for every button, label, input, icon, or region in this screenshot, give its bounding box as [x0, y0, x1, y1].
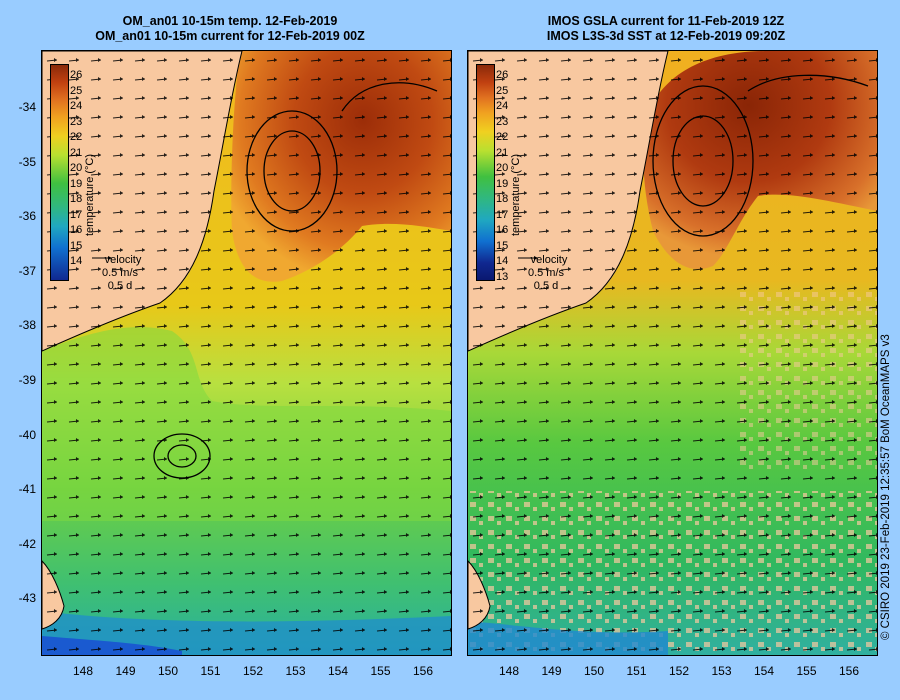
y-tick-label: -35 — [18, 154, 36, 169]
right-colorbar-tick: 24 — [496, 100, 509, 112]
left-map-panel[interactable]: 26 25 24 23 22 21 20 19 18 17 16 15 14 temperature (… — [41, 50, 452, 656]
left-velocity-legend: velocity 0.5 m/s 0.5 d — [90, 254, 150, 293]
x-tick-label: 155 — [370, 664, 391, 678]
y-tick-label: -34 — [18, 100, 36, 114]
y-tick-label: -36 — [18, 209, 36, 224]
right-title-line1: IMOS GSLA current for 11-Feb-2019 12Z — [547, 14, 785, 28]
right-colorbar-tick: 15 — [496, 239, 509, 252]
right-colorbar-tick: 16 — [496, 224, 509, 236]
x-tick-label: 155 — [796, 664, 817, 678]
left-colorbar-tick: 19 — [70, 177, 83, 190]
y-tick-label: -41 — [18, 482, 36, 497]
y-tick-label: -43 — [18, 591, 36, 606]
right-colorbar-tick: 26 — [496, 69, 509, 81]
right-title-line2: IMOS L3S-3d SST at 12-Feb-2019 09:20Z — [546, 29, 786, 43]
x-tick-label: 156 — [412, 664, 434, 678]
right-eddy-swirl — [652, 74, 869, 237]
left-velocity-arrow-icon — [92, 256, 112, 260]
x-tick-label: 151 — [200, 664, 221, 678]
x-tick-label: 150 — [157, 664, 179, 678]
left-colorbar-tick: 23 — [70, 115, 83, 128]
right-colorbar-labels: 26 25 24 23 22 21 20 19 18 17 16 15 14 13 — [496, 64, 520, 283]
x-tick-label: 148 — [498, 664, 520, 678]
x-tick-label: 149 — [115, 664, 136, 678]
right-map-svg — [468, 51, 877, 655]
left-colorbar-labels: 26 25 24 23 22 21 20 19 18 17 16 15 14 — [70, 64, 94, 281]
right-velocity-arrow-icon — [518, 256, 538, 260]
x-tick-label: 153 — [285, 664, 306, 678]
left-current-vectors — [42, 51, 451, 655]
left-colorbar-tick: 21 — [70, 146, 83, 159]
x-tick-label: 156 — [838, 664, 860, 678]
x-tick-label: 152 — [668, 664, 690, 678]
x-tick-label: 150 — [583, 664, 605, 678]
right-colorbar-tick: 14 — [496, 255, 509, 267]
right-colorbar-tick: 22 — [496, 131, 509, 143]
y-tick-label: -40 — [18, 427, 36, 442]
left-panel-title: OM_an01 10-15m temp. 12-Feb-2019 OM_an01… — [10, 14, 450, 44]
right-velocity-legend: velocity 0.5 m/s 0.5 d — [516, 254, 576, 293]
y-tick-label: -37 — [18, 263, 36, 278]
left-eddy-swirl — [153, 82, 438, 479]
left-title-line2: OM_an01 10-15m current for 12-Feb-2019 0… — [95, 29, 365, 43]
left-colorbar-tick: 15 — [70, 239, 83, 252]
right-colorbar-tick: 19 — [496, 177, 509, 190]
left-velocity-time: 0.5 d — [107, 280, 133, 292]
left-velocity-scale: 0.5 m/s — [101, 267, 139, 279]
right-colorbar-tick: 20 — [496, 162, 509, 174]
left-colorbar — [50, 64, 69, 281]
left-colorbar-tick: 14 — [70, 255, 83, 267]
left-map-svg — [42, 51, 451, 655]
left-colorbar-tick: 17 — [70, 208, 83, 221]
left-colorbar-tick: 22 — [70, 131, 83, 143]
right-velocity-label: velocity — [530, 254, 568, 266]
x-tick-label: 148 — [72, 664, 94, 678]
y-tick-label: -39 — [18, 373, 36, 387]
right-velocity-scale: 0.5 m/s — [527, 267, 565, 279]
x-tick-label: 154 — [327, 664, 349, 678]
x-tick-label: 152 — [242, 664, 264, 678]
y-tick-label: -38 — [18, 318, 36, 333]
right-panel-title: IMOS GSLA current for 11-Feb-2019 12Z IM… — [446, 14, 886, 44]
left-colorbar-title: temperature (°C) — [84, 153, 96, 236]
left-velocity-label: velocity — [104, 254, 142, 266]
right-colorbar-title: temperature (°C) — [510, 153, 522, 236]
right-map-panel[interactable]: 26 25 24 23 22 21 20 19 18 17 16 15 14 13 temperature… — [467, 50, 878, 656]
right-colorbar-tick: 17 — [496, 208, 509, 221]
left-colorbar-tick: 26 — [70, 69, 83, 81]
left-colorbar-tick: 20 — [70, 162, 83, 174]
right-colorbar-tick: 23 — [496, 115, 509, 128]
right-velocity-time: 0.5 d — [533, 280, 559, 292]
right-colorbar-tick: 18 — [496, 193, 509, 205]
x-tick-label: 154 — [753, 664, 775, 678]
right-colorbar-tick: 25 — [496, 84, 509, 97]
side-credit: © CSIRO 2019 23-Feb-2019 12:35:57 BoM Oc… — [880, 334, 892, 640]
x-tick-label: 149 — [541, 664, 562, 678]
right-colorbar-tick: 13 — [496, 270, 509, 283]
left-colorbar-tick: 18 — [70, 193, 83, 205]
right-colorbar-tick: 21 — [496, 146, 509, 159]
left-colorbar-tick: 25 — [70, 84, 83, 97]
left-title-line1: OM_an01 10-15m temp. 12-Feb-2019 — [122, 14, 338, 28]
right-colorbar — [476, 64, 495, 281]
x-tick-label: 151 — [626, 664, 647, 678]
left-colorbar-tick: 24 — [70, 100, 83, 112]
left-colorbar-tick: 16 — [70, 224, 83, 236]
x-tick-label: 153 — [711, 664, 732, 678]
right-current-vectors — [468, 51, 877, 655]
y-tick-label: -42 — [18, 536, 36, 551]
